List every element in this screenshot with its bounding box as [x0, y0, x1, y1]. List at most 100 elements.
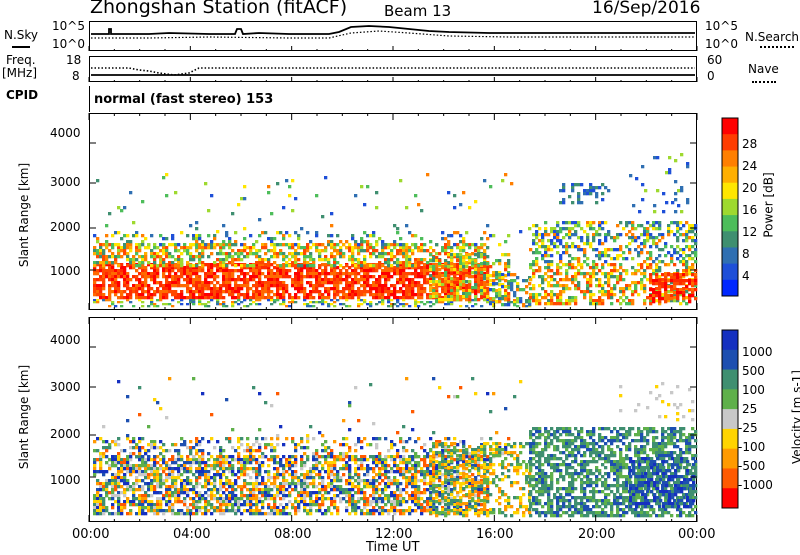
scatter-cell — [646, 221, 649, 224]
scatter-cell — [246, 494, 249, 497]
scatter-cell — [691, 245, 694, 248]
scatter-cell — [628, 236, 631, 239]
scatter-cell — [162, 176, 165, 179]
scatter-cell — [568, 278, 571, 281]
power-cbar-tick-20: 20 — [742, 181, 757, 195]
scatter-cell — [550, 230, 553, 233]
scatter-cell — [276, 455, 279, 458]
scatter-cell — [147, 293, 150, 296]
scatter-cell — [495, 300, 498, 303]
scatter-cell — [198, 509, 201, 512]
scatter-cell — [327, 473, 330, 476]
scatter-cell — [222, 470, 225, 473]
scatter-cell — [177, 249, 180, 252]
scatter-cell — [255, 281, 258, 284]
scatter-cell — [444, 252, 447, 255]
scatter-cell — [345, 269, 348, 272]
scatter-cell — [240, 293, 243, 296]
scatter-cell — [156, 455, 159, 458]
scatter-cell — [324, 455, 327, 458]
scatter-cell — [189, 467, 192, 470]
scatter-cell — [150, 287, 153, 290]
scatter-cell — [252, 272, 255, 275]
scatter-cell — [420, 506, 423, 509]
scatter-cell — [333, 290, 336, 293]
scatter-cell — [105, 255, 108, 258]
scatter-cell — [105, 482, 108, 485]
scatter-cell — [114, 255, 117, 258]
scatter-cell — [393, 243, 396, 246]
scatter-cell — [288, 491, 291, 494]
scatter-cell — [135, 290, 138, 293]
scatter-cell — [504, 265, 507, 268]
scatter-cell — [168, 281, 171, 284]
scatter-cell — [291, 284, 294, 287]
scatter-cell — [462, 269, 465, 272]
scatter-cell — [363, 491, 366, 494]
scatter-cell — [622, 257, 625, 260]
scatter-cell — [156, 264, 159, 267]
scatter-cell — [159, 473, 162, 476]
scatter-cell — [348, 258, 351, 261]
scatter-cell — [384, 473, 387, 476]
scatter-cell — [177, 512, 180, 515]
scatter-cell — [677, 204, 680, 207]
scatter-cell — [538, 299, 541, 302]
scatter-cell — [330, 488, 333, 491]
scatter-cell — [640, 251, 643, 254]
scatter-cell — [423, 506, 426, 509]
scatter-cell — [189, 497, 192, 500]
scatter-cell — [498, 283, 501, 286]
scatter-cell — [186, 461, 189, 464]
scatter-cell — [667, 224, 670, 227]
scatter-cell — [456, 298, 459, 301]
scatter-cell — [363, 512, 366, 515]
scatter-cell — [282, 243, 285, 246]
scatter-cell — [267, 269, 270, 272]
scatter-cell — [219, 479, 222, 482]
scatter-cell — [222, 467, 225, 470]
scatter-cell — [327, 491, 330, 494]
scatter-cell — [318, 243, 321, 246]
scatter-cell — [303, 509, 306, 512]
colorbar-swatch — [722, 264, 738, 281]
scatter-cell — [676, 239, 679, 242]
scatter-cell — [429, 274, 432, 277]
scatter-cell — [192, 473, 195, 476]
scatter-cell — [162, 287, 165, 290]
scatter-cell — [453, 298, 456, 301]
scatter-cell — [240, 243, 243, 246]
scatter-cell — [387, 301, 390, 303]
scatter-cell — [126, 281, 129, 284]
scatter-cell — [589, 221, 592, 224]
scatter-cell — [574, 224, 577, 227]
scatter-cell — [381, 252, 384, 255]
scatter-cell — [114, 293, 117, 296]
scatter-cell — [117, 470, 120, 473]
scatter-cell — [135, 476, 138, 479]
scatter-cell — [102, 482, 105, 485]
scatter-cell — [321, 243, 324, 246]
scatter-cell — [120, 272, 123, 275]
scatter-cell — [333, 476, 336, 479]
scatter-cell — [694, 276, 697, 279]
scatter-cell — [270, 512, 273, 515]
scatter-cell — [99, 470, 102, 473]
scatter-cell — [405, 500, 408, 503]
scatter-cell — [186, 494, 189, 497]
scatter-cell — [519, 288, 522, 291]
scatter-cell — [195, 227, 198, 230]
scatter-cell — [228, 275, 231, 278]
scatter-cell — [477, 298, 480, 301]
scatter-cell — [117, 272, 120, 275]
scatter-cell — [674, 180, 677, 183]
scatter-cell — [264, 231, 267, 234]
scatter-cell — [405, 290, 408, 293]
scatter-cell — [405, 255, 408, 258]
scatter-cell — [691, 263, 694, 266]
scatter-cell — [595, 230, 598, 233]
scatter-cell — [510, 288, 513, 291]
scatter-cell — [390, 467, 393, 470]
scatter-cell — [423, 272, 426, 275]
scatter-cell — [111, 243, 114, 246]
